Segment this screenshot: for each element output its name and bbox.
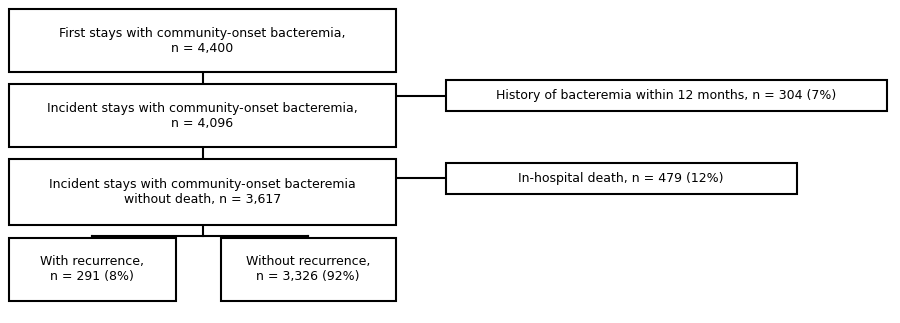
Text: First stays with community-onset bacteremia,
n = 4,400: First stays with community-onset bactere… xyxy=(59,27,346,55)
Text: Without recurrence,
n = 3,326 (92%): Without recurrence, n = 3,326 (92%) xyxy=(246,255,371,283)
FancyBboxPatch shape xyxy=(9,84,396,147)
FancyBboxPatch shape xyxy=(446,163,796,194)
FancyBboxPatch shape xyxy=(220,238,396,301)
Text: Incident stays with community-onset bacteremia,
n = 4,096: Incident stays with community-onset bact… xyxy=(47,102,358,130)
Text: History of bacteremia within 12 months, n = 304 (7%): History of bacteremia within 12 months, … xyxy=(496,89,836,102)
Text: In-hospital death, n = 479 (12%): In-hospital death, n = 479 (12%) xyxy=(518,172,724,185)
FancyBboxPatch shape xyxy=(9,9,396,72)
Text: Incident stays with community-onset bacteremia
without death, n = 3,617: Incident stays with community-onset bact… xyxy=(50,178,356,206)
Text: With recurrence,
n = 291 (8%): With recurrence, n = 291 (8%) xyxy=(40,255,144,283)
FancyBboxPatch shape xyxy=(9,238,176,301)
FancyBboxPatch shape xyxy=(446,80,886,111)
FancyBboxPatch shape xyxy=(9,159,396,225)
